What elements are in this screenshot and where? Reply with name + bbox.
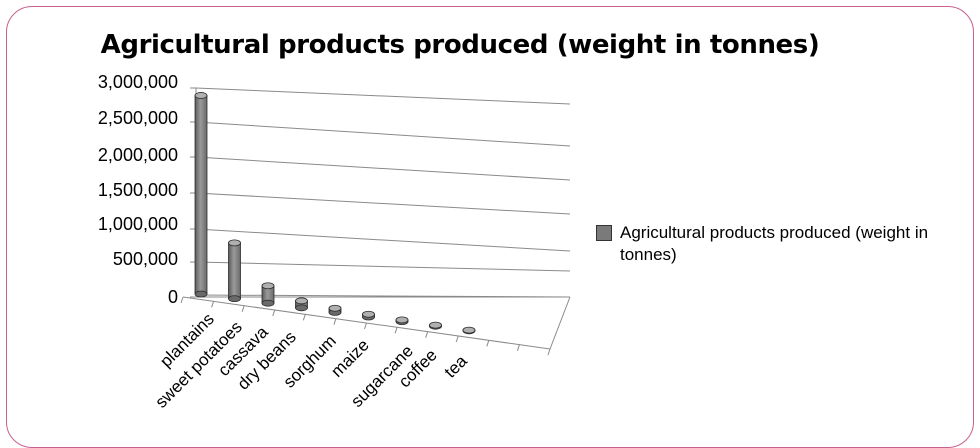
bar [261,282,275,307]
bar-base [295,304,308,312]
axes [182,87,571,350]
bar-top [362,310,375,318]
y-tick-label: 1,500,000 [98,180,178,200]
bar-top [295,297,308,305]
y-tick-label: 2,500,000 [98,108,178,128]
x-tick-mark [302,314,306,321]
x-tick-mark [486,340,490,347]
bar-body [228,242,241,300]
x-tick-mark [272,309,276,317]
gridline [195,228,571,252]
bar-top [261,282,275,290]
x-tick-mark [547,348,551,356]
bar [429,321,442,330]
x-tick-mark [211,301,215,308]
gridline [195,192,571,215]
bar-body [194,95,208,295]
bar-top [395,316,409,324]
bar-top [429,321,442,329]
x-tick-label: tea [441,351,472,382]
bar [395,316,409,326]
y-tick-label: 500,000 [113,249,178,269]
chart-frame [6,6,974,448]
x-tick-mark [241,305,245,312]
chart-title: Agricultural products produced (weight i… [100,30,820,60]
bar [295,297,308,312]
bar [228,239,241,303]
x-tick-mark [333,318,337,325]
bars [194,92,476,335]
x-tick-marks [180,296,551,356]
y-tick-label: 1,000,000 [98,214,178,234]
bar-top [328,304,342,312]
x-tick-mark [394,327,398,334]
y-tick-labels: 0 500,000 1,000,000 1,500,000 2,000,000 2,500… [98,72,178,307]
bar-base [228,295,241,303]
bar [362,310,375,321]
legend-swatch [596,225,612,241]
bar-top [462,326,476,334]
gridline [195,261,571,272]
bar-top [228,239,241,247]
bar [194,92,208,298]
y-tick-label: 2,000,000 [98,145,178,165]
bar-top [194,92,208,99]
x-tick-mark [455,335,459,343]
x-tick-mark [516,344,520,351]
x-tick-mark [180,296,184,304]
bar-base [261,299,275,307]
floor-back-line [195,294,571,298]
y-tick-label: 3,000,000 [98,72,178,92]
bar-base [194,290,208,298]
y-tick-label: 0 [168,287,178,307]
x-tick-mark [364,322,367,330]
bar [328,304,342,316]
gridline [195,156,571,181]
legend-label: Agricultural products produced (weight i… [620,223,929,264]
gridline [195,121,571,147]
x-tick-mark [425,331,429,338]
bar [462,326,476,335]
gridlines [195,87,571,298]
floor-right-line [549,296,571,350]
chart-plot: 0 500,000 1,000,000 1,500,000 2,000,000 2,500… [98,72,571,412]
gridline [195,87,571,105]
